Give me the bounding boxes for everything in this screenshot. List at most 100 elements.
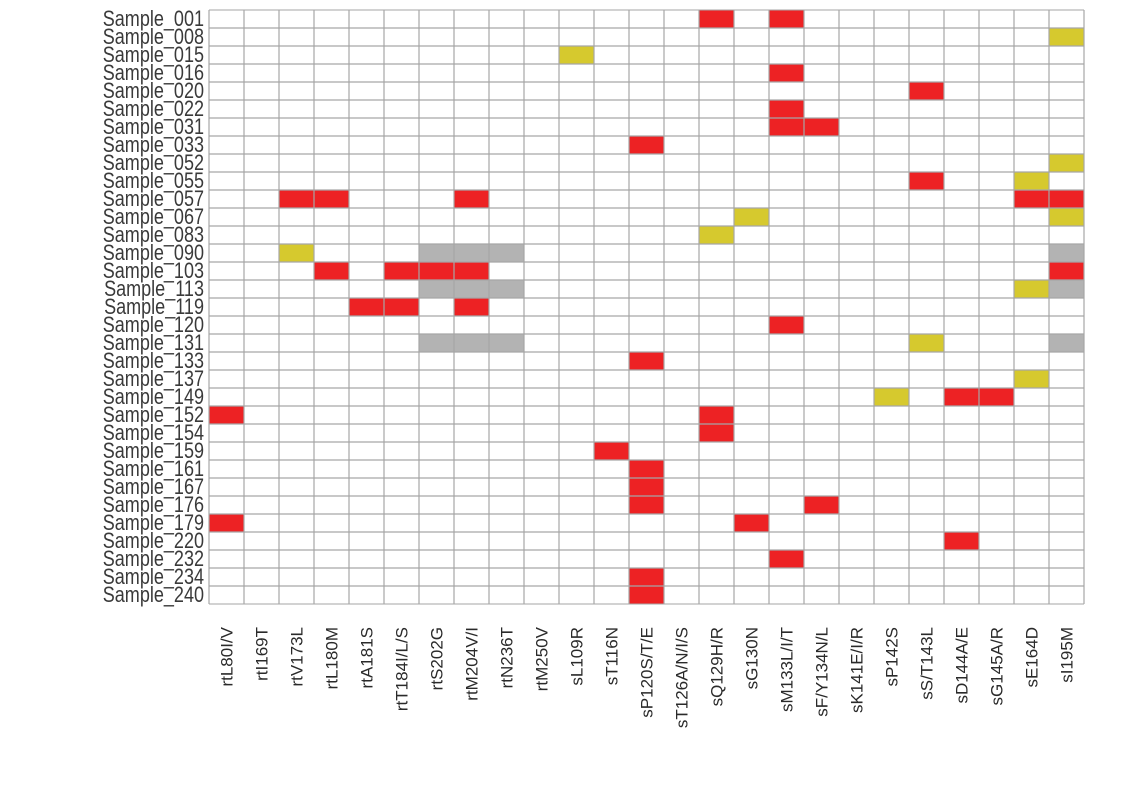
heatmap-cell-yellow — [559, 46, 594, 64]
column-label: sT116N — [603, 627, 622, 685]
heatmap-cell-yellow — [909, 334, 944, 352]
row-label: Sample_161 — [103, 457, 204, 481]
row-label: Sample_149 — [103, 385, 204, 409]
row-label: Sample_055 — [103, 169, 204, 193]
heatmap-cell-red — [769, 100, 804, 118]
row-label: Sample_133 — [103, 349, 204, 373]
heatmap-cell-red — [804, 496, 839, 514]
row-label: Sample_016 — [103, 61, 204, 85]
row-label: Sample_234 — [103, 565, 204, 589]
row-label: Sample_176 — [103, 493, 204, 517]
row-label: Sample_020 — [103, 79, 204, 103]
heatmap-cell-gray — [419, 280, 454, 298]
heatmap-cell-red — [699, 10, 734, 28]
heatmap-background — [209, 10, 1084, 604]
heatmap-cell-red — [279, 190, 314, 208]
row-label: Sample_083 — [103, 223, 204, 247]
row-label: Sample_057 — [103, 187, 204, 211]
heatmap-cell-red — [454, 262, 489, 280]
heatmap-cell-yellow — [1014, 370, 1049, 388]
heatmap-cell-yellow — [1014, 172, 1049, 190]
heatmap-cell-gray — [489, 244, 524, 262]
column-label: sK141E/I/R — [848, 627, 867, 713]
row-label: Sample_131 — [103, 331, 204, 355]
column-label: rtS202G — [428, 627, 447, 690]
heatmap-cell-gray — [419, 334, 454, 352]
heatmap-cell-red — [769, 10, 804, 28]
column-label: sD144A/E — [953, 627, 972, 704]
heatmap-cell-gray — [1049, 244, 1084, 262]
column-label: sG130N — [743, 627, 762, 689]
heatmap-cell-red — [454, 298, 489, 316]
heatmap-cell-red — [769, 118, 804, 136]
row-label: Sample_015 — [103, 43, 204, 67]
heatmap-cell-red — [629, 568, 664, 586]
heatmap-cell-gray — [1049, 334, 1084, 352]
row-label: Sample_220 — [103, 529, 204, 553]
heatmap-cell-red — [804, 118, 839, 136]
row-label: Sample_113 — [104, 277, 204, 301]
column-label: rtL180M — [323, 627, 342, 689]
row-label: Sample_067 — [103, 205, 204, 229]
heatmap-cell-red — [384, 262, 419, 280]
row-label: Sample_120 — [103, 313, 204, 337]
row-labels: Sample_001Sample_008Sample_015Sample_016… — [103, 7, 204, 607]
heatmap-cell-yellow — [874, 388, 909, 406]
heatmap-cell-gray — [1049, 280, 1084, 298]
heatmap-cells — [209, 10, 1084, 604]
row-label: Sample_031 — [103, 115, 204, 139]
heatmap-cell-red — [1049, 190, 1084, 208]
row-label: Sample_179 — [103, 511, 204, 535]
heatmap-cell-red — [769, 316, 804, 334]
heatmap-cell-red — [1049, 262, 1084, 280]
heatmap-cell-red — [629, 586, 664, 604]
heatmap-cell-red — [349, 298, 384, 316]
column-label: rtI169T — [253, 627, 272, 681]
heatmap-cell-red — [1014, 190, 1049, 208]
row-label: Sample_008 — [103, 25, 204, 49]
heatmap-cell-yellow — [279, 244, 314, 262]
heatmap-cell-red — [979, 388, 1014, 406]
heatmap-cell-yellow — [734, 208, 769, 226]
row-label: Sample_159 — [103, 439, 204, 463]
row-label: Sample_154 — [103, 421, 204, 445]
column-label: sP142S — [883, 627, 902, 687]
heatmap-cell-gray — [419, 244, 454, 262]
column-label: rtM204V/I — [463, 627, 482, 701]
heatmap-cell-red — [629, 460, 664, 478]
heatmap-cell-yellow — [1014, 280, 1049, 298]
row-label: Sample_033 — [103, 133, 204, 157]
row-label: Sample_240 — [103, 583, 204, 607]
column-label: sT126A/N/I/S — [673, 627, 692, 728]
heatmap-cell-yellow — [1049, 208, 1084, 226]
column-label: sQ129H/R — [708, 627, 727, 706]
heatmap-cell-red — [629, 478, 664, 496]
row-label: Sample_052 — [103, 151, 204, 175]
column-label: rtT184I/L/S — [393, 627, 412, 711]
heatmap-cell-red — [419, 262, 454, 280]
heatmap-cell-red — [909, 82, 944, 100]
row-label: Sample_103 — [103, 259, 204, 283]
row-label: Sample_090 — [103, 241, 204, 265]
heatmap-cell-red — [734, 514, 769, 532]
heatmap-cell-red — [944, 388, 979, 406]
heatmap-cell-gray — [454, 244, 489, 262]
grid-lines — [208, 9, 1085, 605]
heatmap-cell-gray — [454, 334, 489, 352]
heatmap-cell-yellow — [1049, 28, 1084, 46]
column-label: rtN236T — [498, 627, 517, 688]
column-label: sE164D — [1023, 627, 1042, 687]
column-label: sI195M — [1058, 627, 1077, 683]
heatmap-cell-red — [699, 424, 734, 442]
heatmap-cell-red — [314, 262, 349, 280]
heatmap-cell-red — [769, 550, 804, 568]
heatmap-cell-red — [209, 406, 244, 424]
heatmap-cell-gray — [489, 334, 524, 352]
heatmap-cell-red — [454, 190, 489, 208]
column-label: sG145A/R — [988, 627, 1007, 705]
heatmap-cell-red — [209, 514, 244, 532]
heatmap-cell-red — [314, 190, 349, 208]
row-label: Sample_001 — [103, 7, 204, 31]
heatmap-cell-red — [769, 64, 804, 82]
